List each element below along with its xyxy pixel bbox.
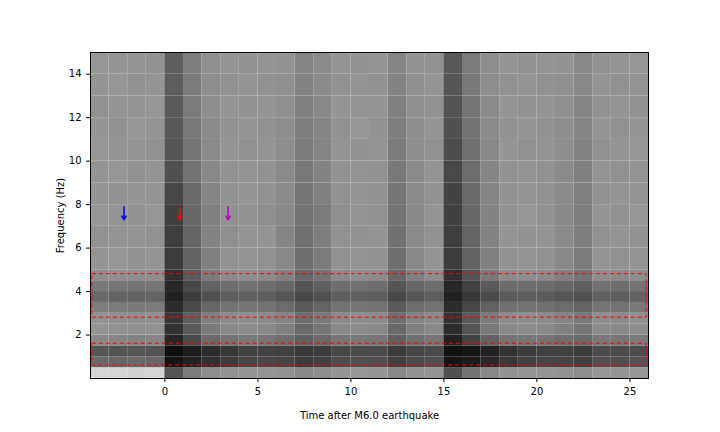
svg-text:14: 14 (69, 68, 82, 79)
svg-text:10: 10 (69, 155, 82, 166)
svg-text:8: 8 (75, 199, 81, 210)
svg-text:2: 2 (75, 329, 81, 340)
svg-text:12: 12 (69, 112, 82, 123)
svg-text:Frequency (Hz): Frequency (Hz) (55, 178, 66, 254)
svg-text:20: 20 (531, 386, 544, 397)
svg-text:15: 15 (438, 386, 451, 397)
svg-text:Time after M6.0 earthquake: Time after M6.0 earthquake (299, 410, 439, 421)
svg-text:25: 25 (624, 386, 637, 397)
svg-text:10: 10 (345, 386, 358, 397)
svg-text:5: 5 (255, 386, 261, 397)
svg-text:4: 4 (75, 286, 81, 297)
svg-text:6: 6 (75, 242, 81, 253)
svg-text:0: 0 (162, 386, 168, 397)
